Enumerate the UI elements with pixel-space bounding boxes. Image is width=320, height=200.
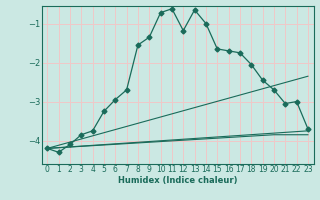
X-axis label: Humidex (Indice chaleur): Humidex (Indice chaleur) — [118, 176, 237, 185]
